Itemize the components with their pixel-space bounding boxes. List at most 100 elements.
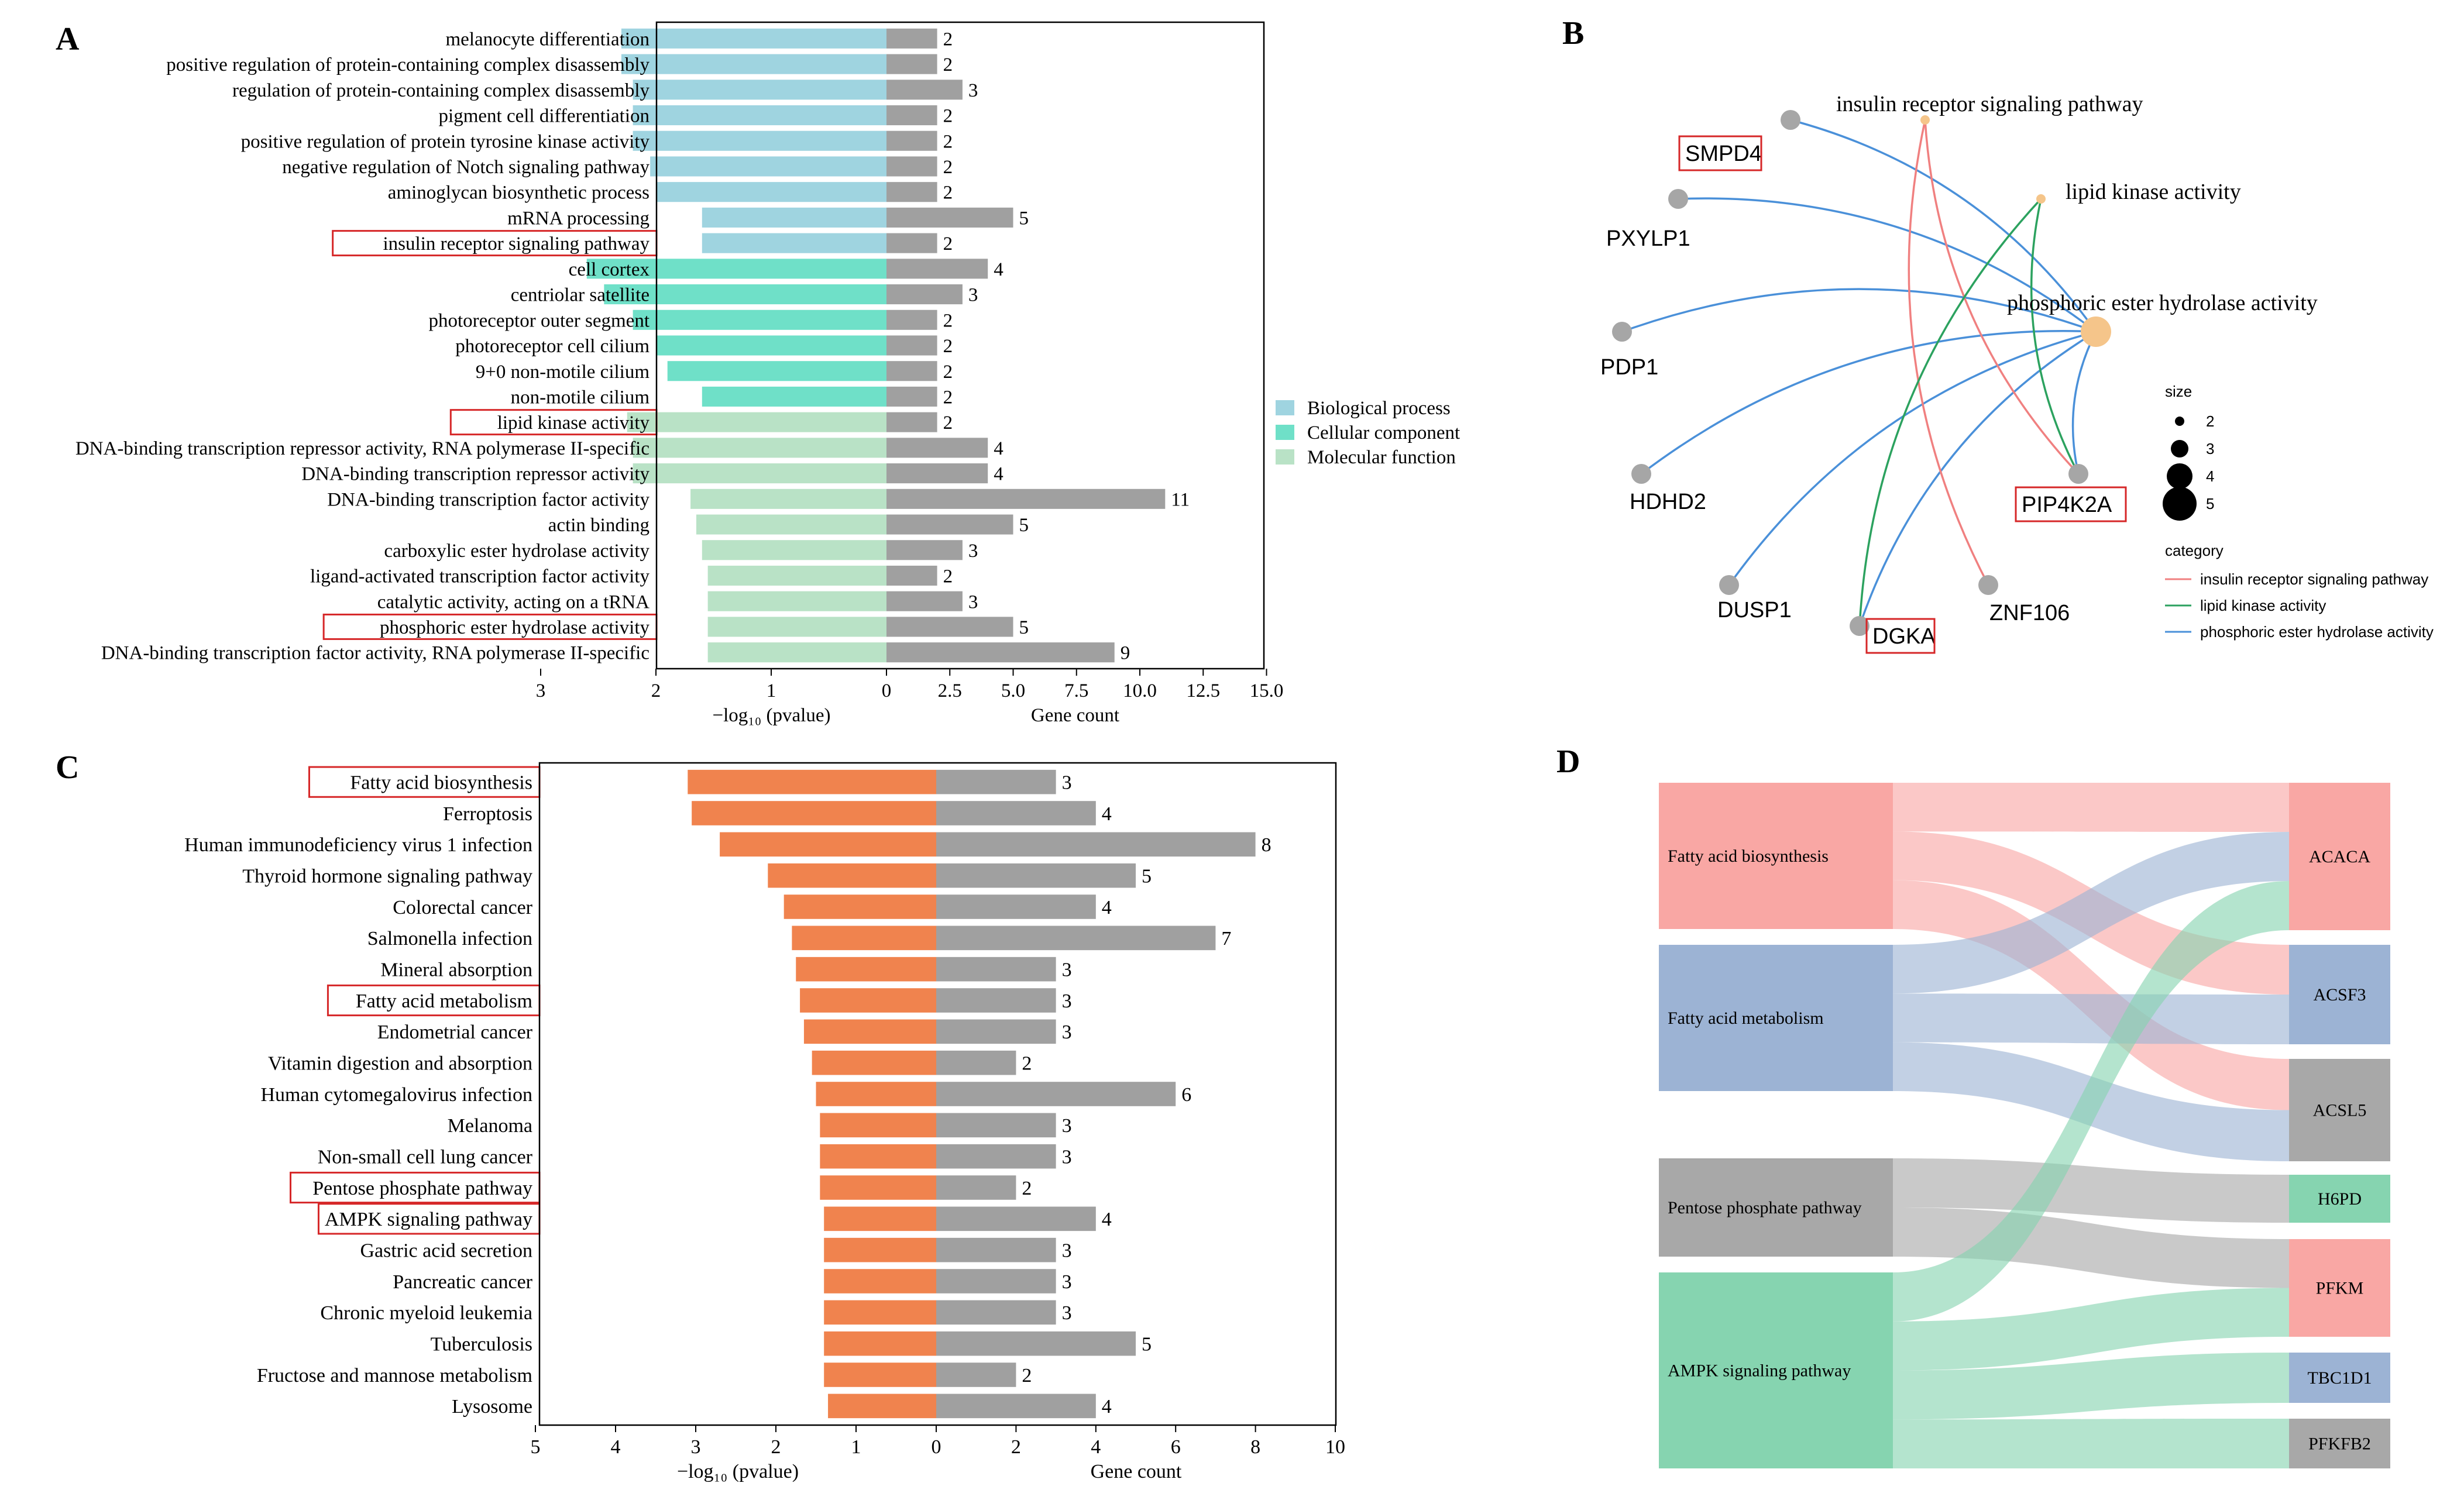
network-edge xyxy=(1678,197,2097,333)
category-label: Vitamin digestion and absorption xyxy=(268,1053,532,1075)
gene-node xyxy=(1781,110,1800,130)
gene-count-bar xyxy=(936,988,1056,1013)
category-label: Colorectal cancer xyxy=(393,897,532,918)
pvalue-bar xyxy=(720,832,936,857)
network-edge xyxy=(1790,119,2097,333)
pvalue-bar xyxy=(702,233,886,253)
panel-d-sankey: Fatty acid biosynthesis Fatty acid metabo… xyxy=(1659,783,2390,1468)
size-legend-title: size xyxy=(2165,383,2192,400)
pvalue-bar xyxy=(824,1331,936,1356)
network-edge xyxy=(2030,198,2080,474)
pvalue-bar xyxy=(702,540,886,560)
pvalue-bar xyxy=(768,863,936,888)
category-label: Mineral absorption xyxy=(380,959,532,981)
left-axis-title: −log₁₀ (pvalue) xyxy=(713,705,831,726)
category-legend-label: phosphoric ester hydrolase activity xyxy=(2200,623,2434,641)
count-label: 4 xyxy=(1102,803,1112,825)
network-edge xyxy=(1924,119,2080,475)
sankey-target-node xyxy=(2289,1059,2390,1161)
count-label: 4 xyxy=(994,464,1004,485)
sankey-source-node xyxy=(1659,1272,1893,1468)
network-edge xyxy=(1621,288,2097,333)
x-tick-label: 5.0 xyxy=(1001,680,1025,701)
count-label: 2 xyxy=(943,157,953,178)
count-label: 2 xyxy=(943,310,953,331)
x-tick-label: 7.5 xyxy=(1064,680,1088,701)
pvalue-bar xyxy=(692,801,936,825)
gene-count-bar xyxy=(886,488,1166,509)
category-label: DNA-binding transcription repressor acti… xyxy=(75,438,649,459)
count-label: 2 xyxy=(1022,1365,1032,1387)
count-label: 3 xyxy=(968,80,978,101)
gene-count-bar xyxy=(936,1237,1056,1262)
gene-count-bar xyxy=(886,642,1115,663)
count-label: 5 xyxy=(1142,866,1152,887)
gene-count-bar xyxy=(886,80,963,100)
left-axis-title: −log₁₀ (pvalue) xyxy=(677,1461,799,1482)
category-label: positive regulation of protein tyrosine … xyxy=(241,131,650,152)
gene-count-bar xyxy=(936,801,1096,825)
sankey-target-label: ACSF3 xyxy=(2313,985,2366,1004)
gene-node-label: HDHD2 xyxy=(1630,490,1706,514)
pvalue-bar xyxy=(707,565,886,586)
x-tick-label: 8 xyxy=(1250,1436,1260,1458)
x-tick-label: 4 xyxy=(611,1436,621,1458)
gene-node-label: PXYLP1 xyxy=(1606,226,1690,251)
count-label: 2 xyxy=(943,566,953,587)
category-label: insulin receptor signaling pathway xyxy=(383,233,650,254)
gene-node xyxy=(1612,322,1632,342)
category-label: DNA-binding transcription factor activit… xyxy=(101,643,649,664)
gene-count-bar xyxy=(936,863,1136,888)
sankey-target-node xyxy=(2289,945,2390,1044)
category-label: actin binding xyxy=(548,515,649,536)
size-legend-label: 4 xyxy=(2206,467,2214,485)
gene-count-bar xyxy=(936,1113,1056,1138)
x-tick-label: 0 xyxy=(932,1436,941,1458)
category-label: non-motile cilium xyxy=(511,387,650,408)
panel-label-d: D xyxy=(1556,744,1580,780)
gene-node-label: PIP4K2A xyxy=(2022,493,2112,517)
pvalue-bar xyxy=(650,156,886,177)
panel-c-kegg-enrichment: 3 Fatty acid biosynthesis 4 Ferroptosis 8 Hum… xyxy=(184,762,1345,1482)
panel-label-a: A xyxy=(56,21,80,57)
gene-count-bar xyxy=(936,1050,1016,1075)
pvalue-bar xyxy=(707,617,886,637)
x-tick-label: 5 xyxy=(531,1436,541,1458)
x-tick-label: 6 xyxy=(1171,1436,1181,1458)
x-tick-label: 2.5 xyxy=(938,680,962,701)
count-label: 3 xyxy=(968,285,978,306)
sankey-target-node xyxy=(2289,1239,2390,1337)
sankey-target-node xyxy=(2289,1419,2390,1468)
category-legend-title: category xyxy=(2165,542,2224,559)
count-label: 2 xyxy=(943,233,953,254)
x-tick-label: 2 xyxy=(1011,1436,1021,1458)
gene-count-bar xyxy=(886,207,1013,228)
legend-swatch xyxy=(1276,449,1294,465)
count-label: 2 xyxy=(943,387,953,408)
pathway-node-label: phosphoric ester hydrolase activity xyxy=(2007,291,2318,315)
gene-count-bar xyxy=(886,233,937,253)
pvalue-bar xyxy=(633,309,886,330)
pvalue-bar xyxy=(800,988,936,1013)
gene-count-bar xyxy=(936,1206,1096,1231)
count-label: 2 xyxy=(1022,1053,1032,1075)
sankey-link xyxy=(1893,1353,2289,1420)
pvalue-bar xyxy=(820,1175,936,1200)
sankey-target-node xyxy=(2289,1353,2390,1403)
pvalue-bar xyxy=(633,438,886,458)
pvalue-bar xyxy=(820,1113,936,1138)
sankey-target-label: PFKM xyxy=(2316,1279,2364,1298)
category-label: Fructose and mannose metabolism xyxy=(257,1365,532,1387)
gene-node-label: ZNF106 xyxy=(1989,601,2070,625)
gene-node-label: SMPD4 xyxy=(1685,142,1762,166)
category-label: Human immunodeficiency virus 1 infection xyxy=(184,834,532,856)
sankey-target-label: TBC1D1 xyxy=(2307,1368,2372,1388)
category-label: Salmonella infection xyxy=(367,928,532,949)
right-axis-title: Gene count xyxy=(1031,705,1119,726)
gene-count-bar xyxy=(936,926,1216,951)
legend-label: Molecular function xyxy=(1307,447,1456,468)
count-label: 4 xyxy=(1102,1209,1112,1230)
count-label: 3 xyxy=(1062,1271,1072,1293)
sankey-link xyxy=(1893,993,2289,1044)
count-label: 5 xyxy=(1142,1334,1152,1355)
